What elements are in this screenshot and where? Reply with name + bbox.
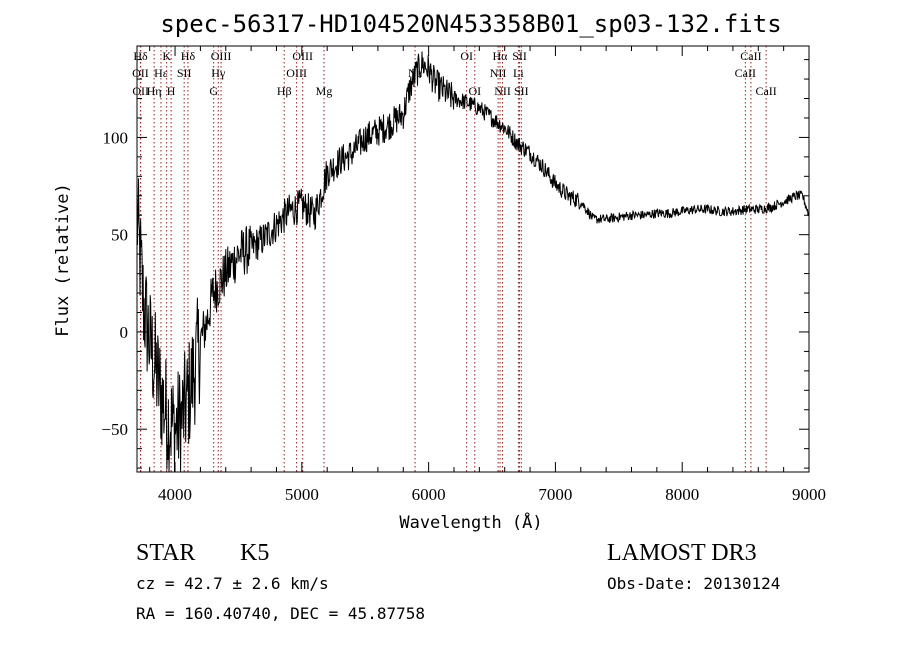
observation-date: Obs-Date: 20130124 <box>607 574 781 593</box>
spectral-line-label: SII <box>514 84 529 98</box>
x-tick-label: 9000 <box>792 485 826 504</box>
coordinates-readout: RA = 160.40740, DEC = 45.87758 <box>136 604 425 623</box>
x-tick-label: 8000 <box>665 485 699 504</box>
plot-frame <box>136 45 810 473</box>
spectral-line-label: Mg <box>316 84 333 98</box>
x-axis-ticks: 4000 5000 6000 7000 8000 9000 <box>149 46 826 504</box>
spectral-line-label: OIII <box>292 49 313 63</box>
y-tick-label: 100 <box>103 128 129 147</box>
spectral-line-label: OIII <box>286 66 307 80</box>
x-tick-label: 6000 <box>412 485 446 504</box>
spectral-line-markers <box>139 46 767 472</box>
spectral-line-label: Hγ <box>211 66 226 80</box>
chart-title: spec-56317-HD104520N453358B01_sp03-132.f… <box>160 10 781 38</box>
y-axis-label: Flux (relative) <box>53 183 73 337</box>
spectral-line-label: NII <box>494 84 511 98</box>
spectral-line-label: Hη <box>147 84 162 98</box>
object-class: STAR <box>136 540 196 566</box>
y-axis-ticks: −50 0 50 100 <box>101 59 809 469</box>
spectral-line-label: OIII <box>211 49 232 63</box>
spectral-line-label: Hδ <box>133 49 148 63</box>
redshift-readout: cz = 42.7 ± 2.6 km/s <box>136 574 329 593</box>
spectral-line-label: Hβ <box>277 84 292 98</box>
spectral-line-label: OII <box>132 66 149 80</box>
x-tick-label: 7000 <box>538 485 572 504</box>
spectral-line-label: Li <box>513 66 524 80</box>
spectral-line-label: CaII <box>735 66 756 80</box>
spectral-line-label: Hδ <box>181 49 196 63</box>
spectral-line-label: SII <box>177 66 192 80</box>
x-axis-label: Wavelength (Å) <box>399 511 542 533</box>
spectral-line-label: CaII <box>740 49 761 63</box>
y-tick-label: 0 <box>120 323 129 342</box>
spectral-line-label: Hα <box>493 49 509 63</box>
spectral-line-label: OI <box>468 84 481 98</box>
survey-name: LAMOST DR3 <box>607 540 757 566</box>
spectrum-series <box>136 51 810 473</box>
spectral-line-label: SII <box>512 49 527 63</box>
y-tick-label: 50 <box>111 226 128 245</box>
spectral-line-label: Hε <box>154 66 168 80</box>
spectral-line-label: NII <box>490 66 507 80</box>
spectral-line-label: G <box>209 84 218 98</box>
y-tick-label: −50 <box>101 420 128 439</box>
x-tick-label: 4000 <box>158 485 192 504</box>
spectral-line-label: CaII <box>755 84 776 98</box>
spectrum-line <box>136 51 810 473</box>
x-tick-label: 5000 <box>285 485 319 504</box>
spectral-line-label: OI <box>460 49 473 63</box>
object-subclass: K5 <box>240 540 270 566</box>
spectral-line-label: H <box>167 84 176 98</box>
spectral-line-label: K <box>162 49 171 63</box>
